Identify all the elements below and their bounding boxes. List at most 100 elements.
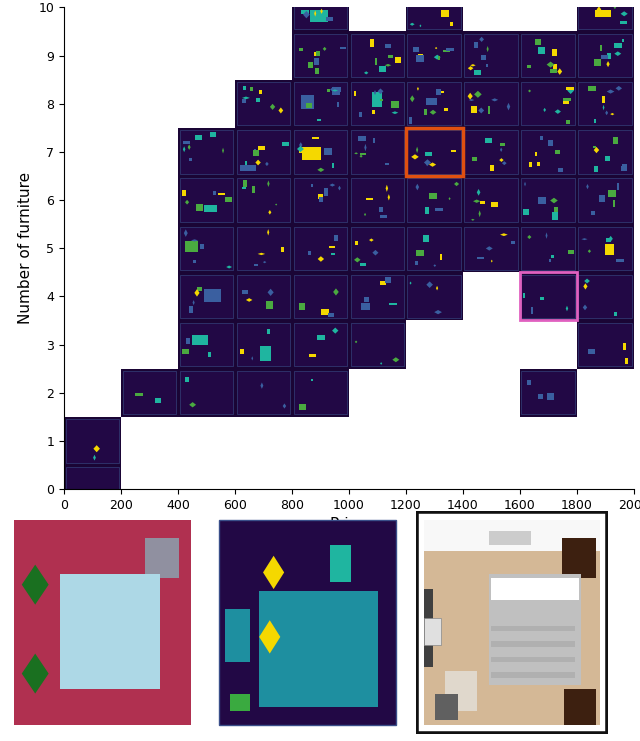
Polygon shape: [609, 236, 613, 242]
Bar: [349, 32, 406, 80]
Bar: [588, 87, 596, 90]
Polygon shape: [330, 184, 335, 187]
Bar: [218, 193, 225, 195]
Bar: [634, 127, 640, 176]
Bar: [472, 157, 477, 161]
Bar: [351, 227, 404, 270]
Bar: [186, 337, 189, 345]
Polygon shape: [255, 159, 260, 165]
Polygon shape: [527, 235, 531, 239]
Bar: [463, 176, 520, 225]
Bar: [489, 531, 531, 545]
Bar: [522, 130, 575, 173]
Polygon shape: [473, 199, 481, 203]
Bar: [180, 275, 233, 318]
Bar: [490, 165, 494, 171]
Bar: [607, 53, 611, 59]
Bar: [299, 47, 303, 51]
Bar: [477, 257, 484, 259]
Bar: [182, 349, 189, 353]
Bar: [425, 207, 429, 213]
Bar: [292, 32, 349, 80]
Bar: [614, 312, 617, 316]
Bar: [429, 193, 436, 199]
Polygon shape: [486, 246, 493, 250]
Bar: [408, 34, 461, 77]
Bar: [314, 52, 316, 56]
Bar: [486, 64, 488, 67]
Bar: [385, 277, 392, 283]
Bar: [242, 290, 248, 293]
Polygon shape: [586, 184, 589, 189]
Bar: [292, 225, 349, 273]
Bar: [614, 43, 622, 47]
Bar: [292, 320, 349, 368]
Polygon shape: [500, 147, 502, 152]
Bar: [315, 68, 319, 74]
Polygon shape: [583, 283, 588, 290]
Bar: [178, 272, 235, 320]
Bar: [520, 368, 577, 416]
Polygon shape: [263, 556, 284, 589]
Bar: [491, 673, 575, 678]
Bar: [354, 90, 356, 96]
Bar: [579, 275, 632, 318]
Polygon shape: [386, 185, 388, 192]
Bar: [520, 272, 577, 320]
Bar: [308, 251, 310, 255]
Polygon shape: [355, 341, 357, 343]
Polygon shape: [419, 24, 421, 27]
Bar: [488, 106, 490, 113]
Bar: [192, 335, 208, 345]
Polygon shape: [372, 250, 378, 256]
Bar: [240, 165, 256, 171]
Bar: [511, 242, 515, 244]
Polygon shape: [338, 186, 341, 190]
Bar: [178, 176, 235, 225]
Bar: [340, 47, 346, 50]
Bar: [259, 591, 378, 707]
Polygon shape: [545, 233, 547, 239]
Polygon shape: [226, 265, 232, 268]
Polygon shape: [260, 382, 263, 389]
Bar: [522, 82, 575, 125]
Bar: [355, 241, 358, 245]
Bar: [375, 59, 378, 65]
Bar: [324, 148, 332, 155]
Bar: [523, 210, 529, 216]
Bar: [520, 80, 577, 127]
Bar: [465, 227, 518, 270]
Bar: [318, 194, 323, 199]
Bar: [395, 57, 401, 63]
Bar: [302, 147, 321, 161]
Bar: [636, 323, 640, 366]
Bar: [634, 32, 640, 80]
Bar: [424, 589, 433, 667]
Bar: [408, 227, 461, 270]
Polygon shape: [613, 3, 617, 9]
Bar: [579, 0, 632, 29]
Bar: [623, 343, 626, 350]
Bar: [406, 127, 463, 176]
Polygon shape: [364, 213, 366, 216]
Bar: [292, 80, 349, 127]
Bar: [185, 241, 198, 252]
Polygon shape: [267, 229, 269, 236]
Bar: [579, 227, 632, 270]
Polygon shape: [330, 87, 337, 92]
Polygon shape: [193, 300, 195, 305]
Polygon shape: [392, 357, 399, 362]
Polygon shape: [374, 90, 376, 95]
Bar: [620, 21, 627, 24]
Bar: [292, 0, 349, 31]
Bar: [553, 64, 557, 70]
Bar: [554, 207, 558, 212]
Bar: [183, 141, 190, 144]
Bar: [599, 195, 605, 202]
Bar: [292, 176, 349, 225]
Polygon shape: [189, 402, 196, 408]
Bar: [408, 130, 461, 173]
Bar: [380, 66, 387, 72]
Bar: [321, 310, 329, 315]
Bar: [243, 86, 246, 90]
